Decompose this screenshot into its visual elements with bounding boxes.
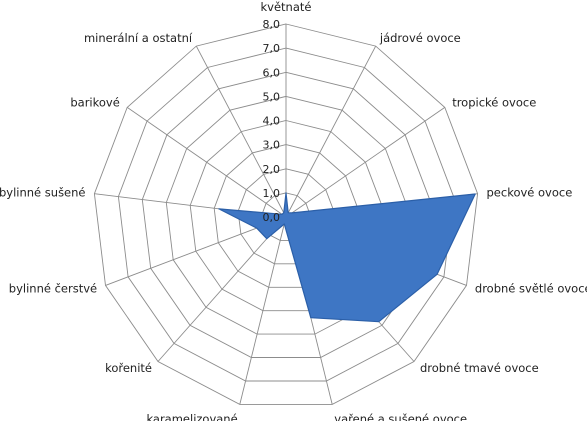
- grid-ring: [165, 95, 407, 335]
- axis-spoke: [285, 45, 377, 218]
- axis-spoke: [195, 45, 287, 218]
- axis-spoke: [126, 107, 287, 218]
- tick-label: 0,0: [263, 211, 281, 224]
- grid-ring: [189, 120, 383, 312]
- grid-ring: [261, 192, 311, 241]
- tick-label: 3,0: [263, 139, 281, 152]
- axis-spoke: [157, 216, 287, 362]
- category-label: kořenité: [105, 361, 152, 375]
- radial-axis-ticks: 0,0 1,0 2,0 3,0 4,0 5,0 6,0 7,0 8,0: [263, 18, 281, 224]
- category-label: květnaté: [261, 0, 312, 14]
- category-label: barikové: [70, 95, 119, 109]
- tick-label: 4,0: [263, 115, 281, 128]
- radar-series: [218, 192, 476, 323]
- category-label: karamelizované: [146, 412, 237, 421]
- axis-spoke: [239, 216, 287, 405]
- grid-ring: [141, 71, 431, 358]
- category-label: minerální a ostatní: [84, 31, 193, 45]
- category-label: drobné světlé ovoce: [475, 282, 587, 296]
- category-label: drobné tmavé ovoce: [420, 361, 539, 375]
- category-label: peckové ovoce: [487, 186, 573, 200]
- category-label: bylinné sušené: [0, 186, 86, 200]
- grid-ring: [237, 168, 335, 265]
- tick-label: 6,0: [263, 66, 281, 79]
- category-label: vařené a sušené ovoce: [334, 412, 467, 421]
- category-label: jádrové ovoce: [379, 31, 461, 45]
- axis-spoke: [105, 216, 287, 286]
- category-label: tropické ovoce: [452, 95, 536, 109]
- series-area: [218, 192, 476, 323]
- tick-label: 7,0: [263, 42, 281, 55]
- tick-label: 1,0: [263, 187, 281, 200]
- tick-label: 2,0: [263, 163, 281, 176]
- tick-label: 5,0: [263, 90, 281, 103]
- category-label: bylinné čerstvé: [9, 282, 97, 296]
- grid-ring: [117, 47, 455, 382]
- axis-spoke: [285, 107, 446, 218]
- tick-label: 8,0: [263, 18, 281, 31]
- grid-ring: [93, 23, 479, 405]
- grid-ring: [213, 144, 359, 288]
